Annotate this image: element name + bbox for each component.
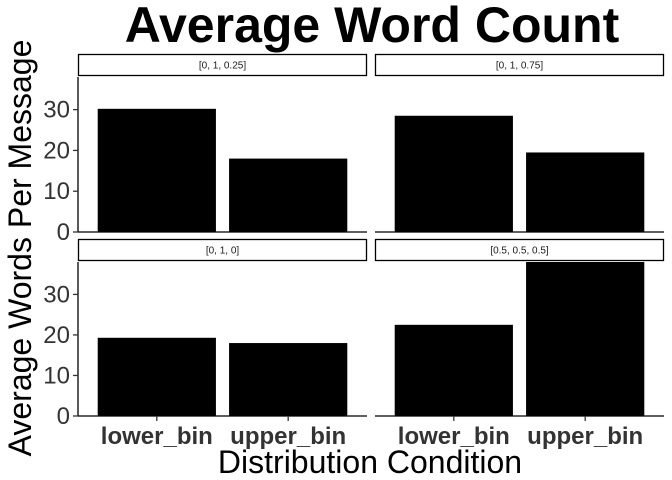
facet-strip xyxy=(374,53,665,77)
chart-title: Average Word Count xyxy=(125,0,620,53)
y-tick-label: 0 xyxy=(57,403,70,430)
y-tick-label: 10 xyxy=(43,362,70,389)
x-tick-label: lower_bin xyxy=(101,423,213,450)
facet-panel: [0, 1, 0.25] 0 10 20 30 xyxy=(43,53,368,246)
facet-strip xyxy=(374,238,665,262)
bar xyxy=(394,324,513,416)
facet-strip-label: [0, 1, 0] xyxy=(206,246,240,257)
y-tick-label: 30 xyxy=(43,97,70,124)
x-tick-label: lower_bin xyxy=(398,423,510,450)
x-tick-label: upper_bin xyxy=(527,423,643,450)
y-tick-label: 10 xyxy=(43,178,70,205)
bar xyxy=(526,262,645,416)
facet-strip xyxy=(77,53,368,77)
x-tick-label: upper_bin xyxy=(230,423,346,450)
y-tick-label: 20 xyxy=(43,137,70,164)
y-tick-label: 20 xyxy=(43,322,70,349)
facet-strip-label: [0, 1, 0.75] xyxy=(496,61,543,72)
y-axis-title: Average Words Per Message xyxy=(2,40,38,457)
bar xyxy=(97,337,216,416)
bar xyxy=(229,343,348,416)
facet-strip xyxy=(77,238,368,262)
facet-panels: [0, 1, 0.25] 0 10 20 30 [0, 1, 0.75] [0, 1, 0]… xyxy=(43,53,665,450)
facet-strip-label: [0, 1, 0.25] xyxy=(199,61,246,72)
y-tick-label: 0 xyxy=(57,219,70,246)
facet-panel: [0.5, 0.5, 0.5] lower_bin upper_bin xyxy=(374,238,665,450)
x-axis-title: Distribution Condition xyxy=(218,444,522,480)
facet-panel: [0, 1, 0] 0 10 20 30 lower_bin upper_bin xyxy=(43,238,368,450)
facet-strip-label: [0.5, 0.5, 0.5] xyxy=(490,246,549,257)
facet-panel: [0, 1, 0.75] xyxy=(374,53,665,233)
bar xyxy=(229,158,348,232)
bar xyxy=(394,115,513,232)
y-tick-label: 30 xyxy=(43,281,70,308)
bar xyxy=(97,108,216,232)
bar xyxy=(526,152,645,232)
